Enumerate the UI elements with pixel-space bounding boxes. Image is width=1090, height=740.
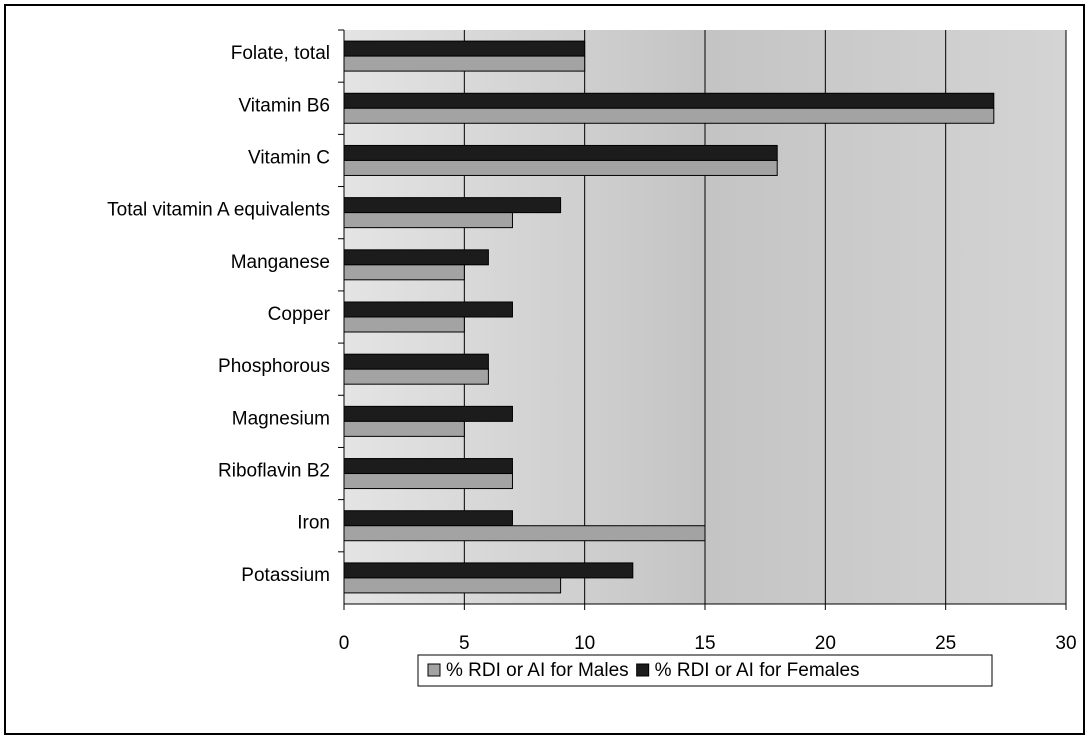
legend-swatch — [636, 663, 650, 677]
bar — [343, 107, 995, 124]
y-tick-label: Vitamin B6 — [238, 95, 330, 116]
y-tick-label: Manganese — [231, 252, 330, 273]
y-tick-label: Total vitamin A equivalents — [107, 200, 330, 221]
bar — [343, 510, 513, 527]
bar — [343, 159, 778, 176]
bar — [343, 577, 562, 594]
bar — [343, 249, 489, 266]
bar — [343, 212, 513, 229]
y-tick-label: Vitamin C — [248, 147, 330, 168]
bar — [343, 40, 586, 57]
x-tick-label: 15 — [694, 633, 715, 654]
legend-swatch — [427, 663, 441, 677]
bar — [343, 458, 513, 475]
bar — [343, 316, 465, 333]
bar — [343, 525, 706, 542]
bar — [343, 55, 586, 72]
legend-label: % RDI or AI for Males — [446, 660, 629, 681]
bar — [343, 353, 489, 370]
x-tick-label: 0 — [339, 633, 350, 654]
legend: % RDI or AI for Males % RDI or AI for Fem… — [417, 654, 993, 687]
y-tick-label: Potassium — [241, 565, 330, 586]
y-tick-label: Phosphorous — [218, 356, 330, 377]
bar — [343, 405, 513, 422]
y-tick-label: Riboflavin B2 — [218, 461, 330, 482]
bar — [343, 264, 465, 281]
x-tick-label: 10 — [574, 633, 595, 654]
bar — [343, 197, 562, 214]
x-tick-label: 25 — [935, 633, 956, 654]
x-tick-label: 5 — [459, 633, 470, 654]
bar — [343, 473, 513, 490]
bar — [343, 368, 489, 385]
bar — [343, 420, 465, 437]
bar — [343, 92, 995, 109]
y-tick-label: Copper — [268, 304, 331, 325]
bar — [343, 144, 778, 161]
x-tick-label: 20 — [815, 633, 836, 654]
bar — [343, 562, 634, 579]
bar — [343, 301, 513, 318]
legend-label: % RDI or AI for Females — [655, 660, 860, 681]
legend-box — [417, 654, 993, 687]
y-tick-label: Magnesium — [232, 408, 330, 429]
y-tick-label: Iron — [297, 513, 330, 534]
x-tick-label: 30 — [1055, 633, 1076, 654]
y-tick-label: Folate, total — [231, 43, 330, 64]
